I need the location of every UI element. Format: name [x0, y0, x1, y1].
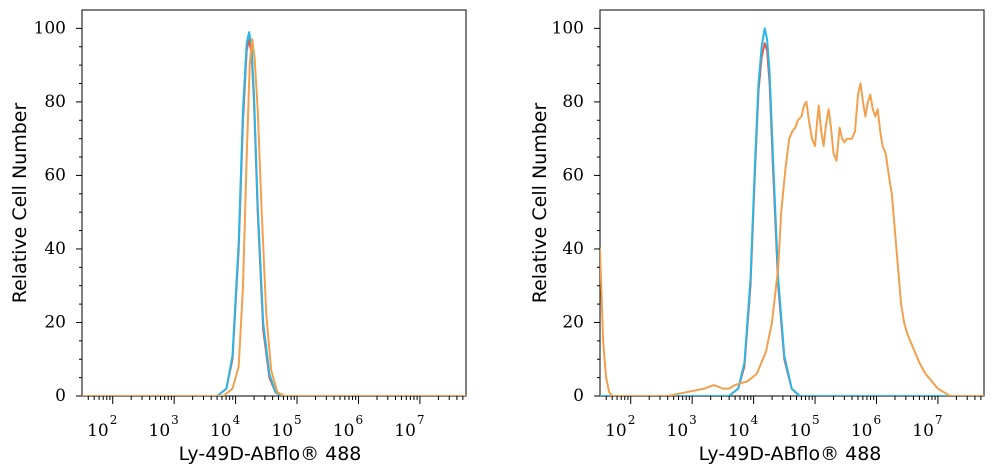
- y-tick-label: 0: [55, 386, 66, 406]
- plot-frame: [599, 9, 985, 397]
- histogram-series-1: [600, 27, 984, 396]
- histogram-panel-left: 020406080100102103104105106107Ly-49D-ABf…: [9, 9, 467, 465]
- x-tick-exponent: 7: [417, 413, 425, 427]
- x-tick-exponent: 6: [355, 413, 363, 427]
- histogram-series-2: [82, 38, 466, 396]
- x-tick-exponent: 2: [628, 413, 636, 427]
- x-tick-label: 10: [605, 421, 627, 441]
- x-tick-exponent: 2: [110, 413, 118, 427]
- y-tick-label: 40: [44, 239, 66, 259]
- x-tick-exponent: 3: [689, 413, 697, 427]
- y-tick-label: 20: [562, 312, 584, 332]
- histogram-series-0: [82, 38, 466, 396]
- x-tick-label: 10: [851, 421, 873, 441]
- y-tick-label: 60: [562, 165, 584, 185]
- x-tick-label: 10: [210, 421, 232, 441]
- histogram-series-2: [600, 82, 984, 396]
- x-tick-exponent: 4: [233, 413, 241, 427]
- y-tick-label: 80: [44, 92, 66, 112]
- x-tick-label: 10: [667, 421, 689, 441]
- histogram-panel-right: 020406080100102103104105106107Ly-49D-ABf…: [529, 9, 985, 465]
- x-tick-label: 10: [271, 421, 293, 441]
- x-tick-label: 10: [394, 421, 416, 441]
- plot-frame: [81, 9, 467, 397]
- x-axis-title: Ly-49D-ABflo® 488: [699, 443, 882, 465]
- y-tick-label: 20: [44, 312, 66, 332]
- x-axis-title: Ly-49D-ABflo® 488: [179, 443, 362, 465]
- x-tick-exponent: 4: [751, 413, 759, 427]
- histogram-series-1: [82, 31, 466, 396]
- y-axis-title: Relative Cell Number: [9, 103, 31, 304]
- y-tick-label: 40: [562, 239, 584, 259]
- x-tick-exponent: 5: [294, 413, 302, 427]
- histogram-series-0: [600, 42, 984, 396]
- x-tick-label: 10: [149, 421, 171, 441]
- y-tick-label: 100: [34, 18, 66, 38]
- x-tick-exponent: 5: [812, 413, 820, 427]
- x-tick-label: 10: [912, 421, 934, 441]
- y-tick-label: 0: [573, 386, 584, 406]
- y-tick-label: 100: [552, 18, 584, 38]
- x-tick-label: 10: [333, 421, 355, 441]
- x-tick-exponent: 6: [873, 413, 881, 427]
- y-tick-label: 60: [44, 165, 66, 185]
- x-tick-exponent: 7: [935, 413, 943, 427]
- x-tick-label: 10: [87, 421, 109, 441]
- y-tick-label: 80: [562, 92, 584, 112]
- x-tick-exponent: 3: [171, 413, 179, 427]
- x-tick-label: 10: [728, 421, 750, 441]
- y-axis-title: Relative Cell Number: [529, 103, 551, 304]
- x-tick-label: 10: [789, 421, 811, 441]
